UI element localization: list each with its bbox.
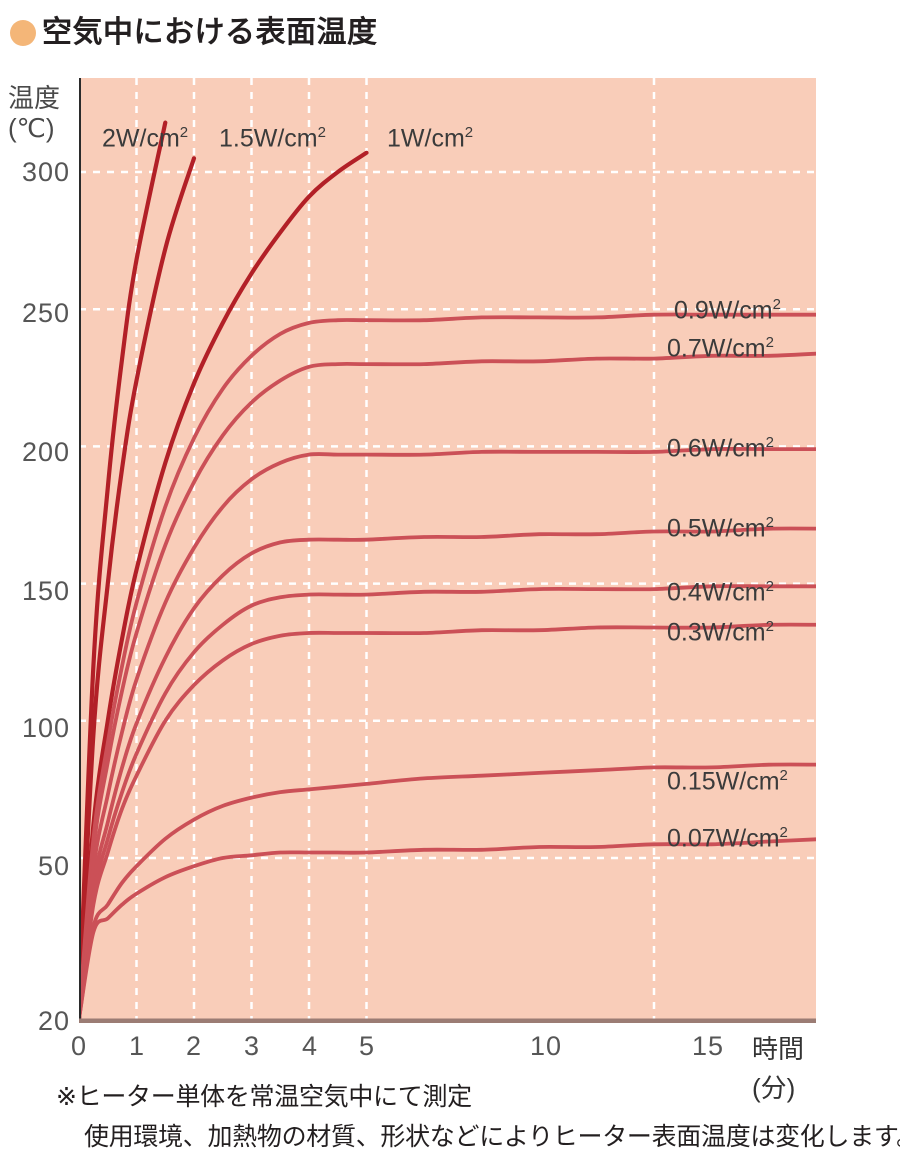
series-curve-0-7w-cm2 <box>79 351 816 1021</box>
y-tick-200: 200 <box>21 437 70 467</box>
chart-plot-area <box>79 78 816 1023</box>
series-label-0_4w: 0.4W/cm2 <box>667 578 774 607</box>
series-label-0_4w-text: 0.4W/cm <box>667 578 766 607</box>
chart-svg <box>79 78 816 1023</box>
series-label-0_7w-text: 0.7W/cm <box>667 334 766 363</box>
y-tick-50: 50 <box>37 851 70 881</box>
series-label-0_15w-sup: 2 <box>779 767 788 784</box>
horizontal-gridlines <box>79 170 816 860</box>
series-label-1w-text: 1W/cm <box>387 124 465 153</box>
series-label-0_5w-sup: 2 <box>765 514 774 531</box>
x-tick-10: 10 <box>529 1031 563 1061</box>
series-label-0_4w-sup: 2 <box>765 578 774 595</box>
y-tick-100: 100 <box>21 713 70 743</box>
plot-background <box>79 78 816 1023</box>
x-axis-unit: (分) <box>752 1073 796 1103</box>
series-curve-1-5w-cm2 <box>79 156 197 1022</box>
series-curve-0-6w-cm2 <box>79 447 816 1021</box>
series-label-0_6w-text: 0.6W/cm <box>667 434 766 463</box>
series-label-0_07w-sup: 2 <box>779 824 788 841</box>
series-label-2w: 2W/cm2 <box>102 124 188 153</box>
y-axis-title-line2: (℃) <box>8 113 55 143</box>
series-label-0_9w: 0.9W/cm2 <box>674 296 781 325</box>
series-curve-0-07w-cm2 <box>79 837 816 1021</box>
series-label-0_9w-sup: 2 <box>772 296 781 313</box>
series-curve-0-4w-cm2 <box>79 584 816 1021</box>
page-title: 空気中における表面温度 <box>10 18 378 48</box>
series-label-0_15w-text: 0.15W/cm <box>667 767 780 796</box>
series-label-2w-text: 2W/cm <box>102 124 180 153</box>
series-label-0_5w-text: 0.5W/cm <box>667 514 766 543</box>
series-label-0_07w-text: 0.07W/cm <box>667 824 780 853</box>
footnote-line-2: 使用環境、加熱物の材質、形状などによりヒーター表面温度は変化します。 <box>84 1123 900 1151</box>
series-label-0_7w: 0.7W/cm2 <box>667 334 774 363</box>
x-tick-2: 2 <box>185 1031 203 1061</box>
y-tick-250: 250 <box>21 298 70 328</box>
series-label-1_5w-text: 1.5W/cm <box>219 124 318 153</box>
y-tick-150: 150 <box>21 576 70 606</box>
series-label-1_5w: 1.5W/cm2 <box>219 124 326 153</box>
bullet-dot-icon <box>10 20 36 46</box>
series-label-0_6w: 0.6W/cm2 <box>667 434 774 463</box>
series-curve-2w-cm2 <box>79 120 168 1022</box>
series-curve-0-5w-cm2 <box>79 526 816 1021</box>
vertical-gridlines <box>135 78 656 1019</box>
x-axis-title: 時間 <box>752 1034 805 1064</box>
x-tick-1: 1 <box>128 1031 146 1061</box>
series-curve-0-9w-cm2 <box>79 312 816 1021</box>
series-label-0_3w-sup: 2 <box>765 618 774 635</box>
x-tick-3: 3 <box>243 1031 261 1061</box>
series-label-2w-sup: 2 <box>179 124 189 141</box>
footnote-line-1: ※ヒーター単体を常温空気中にて測定 <box>56 1083 472 1111</box>
series-label-0_07w: 0.07W/cm2 <box>667 824 788 853</box>
x-tick-4: 4 <box>301 1031 319 1061</box>
series-label-1w: 1W/cm2 <box>387 124 473 153</box>
x-tick-15: 15 <box>691 1031 725 1061</box>
y-tick-300: 300 <box>21 157 70 187</box>
series-label-0_7w-sup: 2 <box>765 334 774 351</box>
series-label-1_5w-sup: 2 <box>317 124 326 141</box>
series-label-0_3w-text: 0.3W/cm <box>667 618 766 647</box>
series-label-0_9w-text: 0.9W/cm <box>674 296 773 325</box>
series-curve-0-3w-cm2 <box>79 622 816 1021</box>
series-curves <box>79 120 816 1022</box>
y-tick-20: 20 <box>37 1006 70 1036</box>
series-label-1w-sup: 2 <box>464 124 474 141</box>
series-label-0_6w-sup: 2 <box>765 434 774 451</box>
page-title-text: 空気中における表面温度 <box>42 16 378 49</box>
series-label-0_5w: 0.5W/cm2 <box>667 514 774 543</box>
x-tick-0: 0 <box>70 1031 88 1061</box>
series-label-0_3w: 0.3W/cm2 <box>667 618 774 647</box>
series-label-0_15w: 0.15W/cm2 <box>667 767 788 796</box>
series-curve-1w-cm2 <box>79 150 369 1022</box>
series-curve-0-15w-cm2 <box>79 762 816 1021</box>
x-tick-5: 5 <box>358 1031 376 1061</box>
y-axis-title-line1: 温度 <box>8 83 61 113</box>
